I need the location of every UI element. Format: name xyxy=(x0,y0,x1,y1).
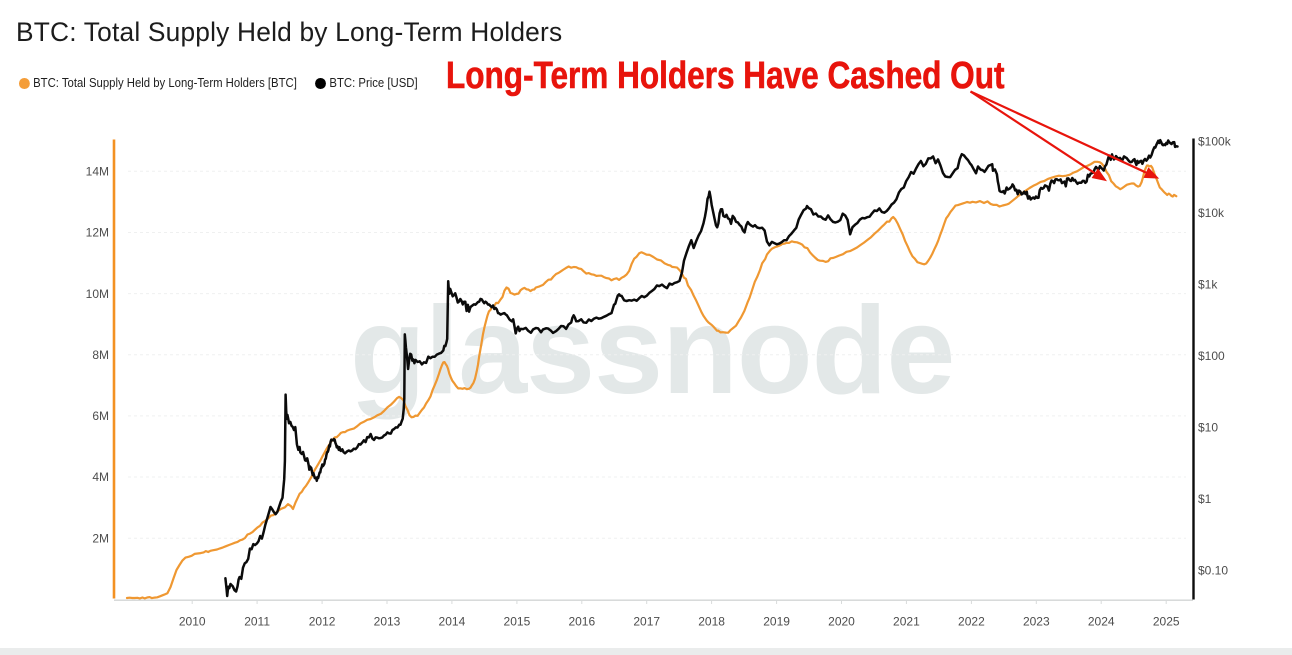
svg-text:$1: $1 xyxy=(1198,492,1212,506)
svg-text:14M: 14M xyxy=(86,165,109,179)
svg-text:$0.10: $0.10 xyxy=(1198,564,1228,578)
svg-text:$10k: $10k xyxy=(1198,206,1225,220)
svg-text:6M: 6M xyxy=(92,409,109,423)
svg-text:$10: $10 xyxy=(1198,421,1218,435)
svg-text:$100k: $100k xyxy=(1198,135,1232,149)
svg-text:2024: 2024 xyxy=(1088,615,1115,629)
svg-text:4M: 4M xyxy=(92,470,109,484)
svg-text:2018: 2018 xyxy=(698,615,725,629)
svg-text:2019: 2019 xyxy=(763,615,790,629)
svg-text:2022: 2022 xyxy=(958,615,985,629)
svg-text:2011: 2011 xyxy=(244,615,270,629)
svg-text:2023: 2023 xyxy=(1023,615,1050,629)
svg-text:2M: 2M xyxy=(92,531,109,545)
svg-text:2010: 2010 xyxy=(179,615,206,629)
svg-text:2021: 2021 xyxy=(893,615,920,629)
svg-text:2020: 2020 xyxy=(828,615,855,629)
svg-text:2017: 2017 xyxy=(633,615,660,629)
svg-text:2012: 2012 xyxy=(309,615,336,629)
svg-text:2025: 2025 xyxy=(1153,615,1180,629)
svg-text:$1k: $1k xyxy=(1198,278,1218,292)
svg-text:2014: 2014 xyxy=(439,615,466,629)
svg-text:$100: $100 xyxy=(1198,349,1225,363)
svg-text:12M: 12M xyxy=(86,226,109,240)
svg-text:10M: 10M xyxy=(86,287,109,301)
svg-text:2015: 2015 xyxy=(504,615,531,629)
svg-text:8M: 8M xyxy=(92,348,109,362)
svg-text:2016: 2016 xyxy=(568,615,595,629)
svg-text:2013: 2013 xyxy=(374,615,401,629)
